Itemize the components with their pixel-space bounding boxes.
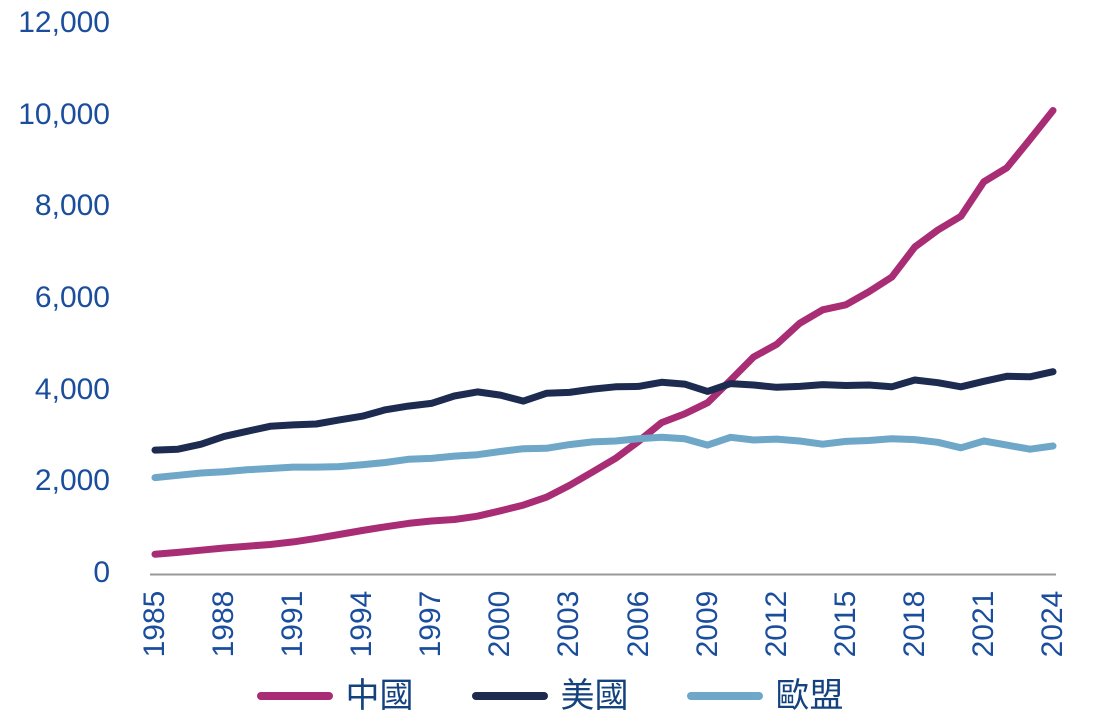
x-axis-tick-label: 1991 [276, 590, 310, 658]
x-axis-tick-label: 2015 [828, 590, 862, 658]
x-axis-tick-label: 2006 [621, 590, 655, 658]
china-line-swatch [256, 692, 333, 700]
y-axis-tick-label: 10,000 [18, 97, 110, 131]
chart-legend: 中國 美國 歐盟 [0, 676, 1100, 716]
eu-series-line [151, 433, 1057, 482]
x-axis-tick-label: 2018 [897, 590, 931, 658]
x-axis-tick-label: 1997 [414, 590, 448, 658]
legend-item-china: 中國 [256, 676, 414, 716]
y-axis-tick-label: 0 [93, 556, 110, 589]
legend-label-usa: 美國 [560, 677, 629, 715]
x-axis-tick-label: 1985 [138, 590, 171, 658]
eu-line-swatch [686, 692, 763, 700]
legend-label-eu: 歐盟 [775, 677, 844, 715]
y-axis-tick-label: 2,000 [34, 464, 110, 498]
y-axis-tick-label: 12,000 [18, 5, 110, 39]
x-axis-tick-label: 1994 [345, 590, 379, 658]
x-axis-tick-label: 2000 [483, 590, 517, 658]
x-axis-tick-label: 2012 [759, 590, 793, 658]
legend-item-usa: 美國 [471, 676, 629, 716]
x-axis-tick-label: 2024 [1036, 590, 1069, 658]
usa-line-swatch [471, 692, 548, 700]
x-axis-tick-label: 1988 [207, 590, 241, 658]
y-axis-tick-label: 4,000 [34, 372, 110, 406]
legend-item-eu: 歐盟 [686, 676, 844, 716]
legend-label-china: 中國 [345, 677, 414, 715]
y-axis-tick-label: 6,000 [34, 280, 110, 314]
x-axis-tick-label: 2009 [690, 590, 724, 658]
x-axis-tick-label: 2003 [552, 590, 586, 658]
y-axis-tick-label: 8,000 [34, 189, 110, 223]
china-series-line [151, 107, 1057, 558]
x-axis-tick-label: 2021 [966, 590, 1000, 658]
usa-series-line [151, 368, 1057, 454]
